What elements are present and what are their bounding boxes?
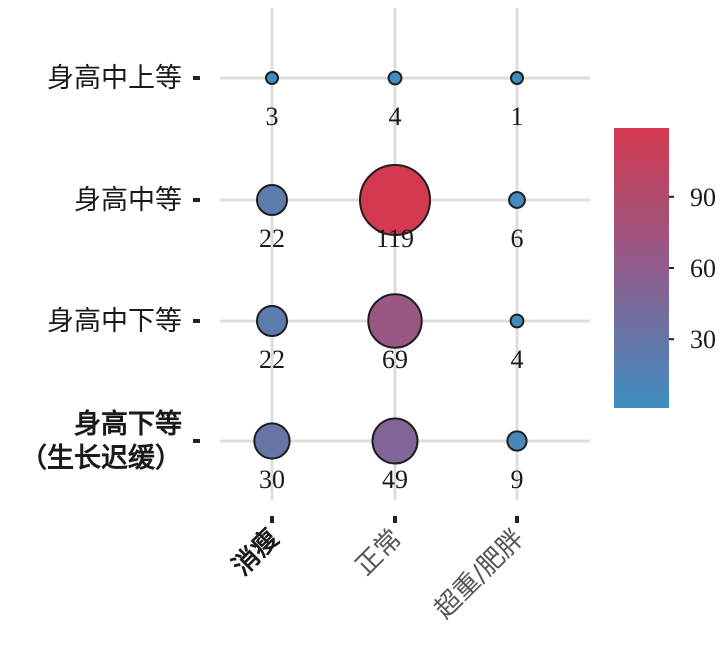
bubble <box>265 71 279 85</box>
bubble <box>367 293 423 349</box>
x-axis-labels: 消瘦 正常 超重/肥胖 <box>226 523 530 625</box>
bubble-value-label: 119 <box>376 224 414 253</box>
bubble-value-label: 69 <box>382 345 408 374</box>
bubble <box>508 191 526 209</box>
axis-ticks <box>193 76 519 523</box>
bubble-value-label: 1 <box>511 102 524 131</box>
bubble-value-label: 30 <box>259 465 285 494</box>
colorbar-gradient <box>614 128 669 408</box>
bubble-value-label: 9 <box>511 465 524 494</box>
y-axis-label: 身高下等（生长迟缓） <box>20 408 182 474</box>
colorbar: 30 60 90 <box>614 128 716 408</box>
bubbles <box>253 70 528 465</box>
bubble <box>510 71 524 85</box>
x-axis-label: 超重/肥胖 <box>429 524 530 625</box>
bubble <box>506 430 528 452</box>
y-axis-label: 身高中等 <box>74 185 182 216</box>
colorbar-tick-label: 90 <box>690 183 716 212</box>
y-axis-label: 身高中上等 <box>47 63 182 94</box>
bubble <box>256 305 288 337</box>
x-axis-label: 正常 <box>350 524 408 582</box>
colorbar-tick-label: 30 <box>690 325 716 354</box>
bubble <box>371 417 419 465</box>
bubble-value-label: 49 <box>382 465 408 494</box>
bubble-value-label: 22 <box>259 345 285 374</box>
bubble-value-label: 4 <box>511 345 524 374</box>
bubble <box>387 70 403 86</box>
bubble-value-label: 22 <box>259 224 285 253</box>
bubble <box>253 422 291 460</box>
bubble-value-label: 6 <box>511 224 524 253</box>
bubble-value-label: 3 <box>266 102 279 131</box>
colorbar-tick-label: 60 <box>690 254 716 283</box>
value-labels: 3 4 1 22 119 6 22 69 4 30 49 9 <box>259 102 524 494</box>
bubble <box>509 313 525 329</box>
bubble <box>256 184 288 216</box>
x-axis-label: 消瘦 <box>226 523 285 582</box>
bubble <box>359 164 431 236</box>
bubble-value-label: 4 <box>389 102 402 131</box>
y-axis-label: 身高中下等 <box>47 306 182 337</box>
